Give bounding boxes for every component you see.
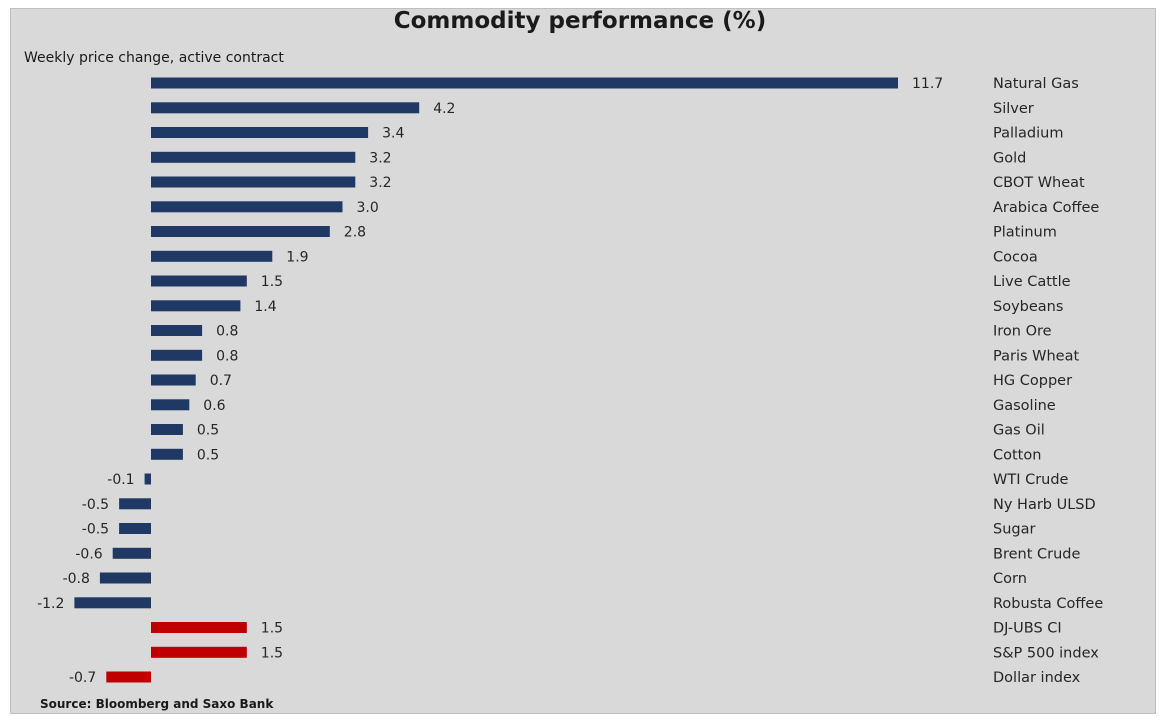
bar: [151, 77, 898, 89]
data-label: -0.6: [75, 546, 102, 562]
category-label: S&P 500 index: [993, 645, 1099, 661]
bar: [151, 424, 183, 435]
data-label: 3.4: [382, 126, 404, 142]
data-label: 1.5: [261, 621, 283, 637]
data-label: 2.8: [344, 225, 366, 241]
category-label: Paris Wheat: [993, 348, 1079, 364]
chart-frame: [10, 8, 1156, 714]
data-label: -1.2: [37, 596, 64, 612]
data-label: -0.5: [82, 497, 109, 513]
bar: [99, 572, 151, 584]
category-label: WTI Crude: [993, 472, 1069, 488]
bar: [151, 349, 203, 361]
category-label: CBOT Wheat: [993, 175, 1085, 191]
bar: [151, 622, 247, 633]
category-label: Dollar index: [993, 670, 1081, 686]
data-label: -0.1: [107, 472, 134, 488]
data-label: 0.8: [216, 348, 238, 364]
data-label: 0.5: [197, 423, 219, 439]
category-label: DJ-UBS CI: [993, 621, 1062, 637]
bar: [151, 176, 356, 188]
bar: [119, 498, 151, 510]
bar: [151, 201, 343, 213]
bar: [151, 127, 369, 138]
bar: [151, 448, 183, 460]
category-label: Cocoa: [993, 249, 1038, 265]
data-label: 1.5: [261, 274, 283, 290]
bar: [119, 523, 151, 534]
category-label: Platinum: [993, 225, 1057, 241]
category-label: Ny Harb ULSD: [993, 497, 1096, 513]
bar: [106, 671, 151, 683]
bar: [144, 473, 151, 485]
bar: [151, 399, 190, 411]
data-label: 1.4: [254, 299, 276, 315]
data-label: 3.2: [369, 175, 391, 191]
bar: [151, 226, 330, 237]
data-label: -0.7: [69, 670, 96, 686]
bar: [151, 151, 356, 163]
data-label: 1.9: [286, 249, 308, 265]
data-label: 11.7: [912, 76, 943, 92]
data-label: 0.7: [210, 373, 232, 389]
data-label: 0.8: [216, 324, 238, 340]
data-label: 4.2: [433, 101, 455, 117]
category-label: Corn: [993, 571, 1027, 587]
category-label: Arabica Coffee: [993, 200, 1099, 216]
category-label: Cotton: [993, 447, 1041, 463]
category-label: Palladium: [993, 126, 1063, 142]
bar: [112, 547, 151, 559]
bar: [151, 275, 247, 287]
category-label: HG Copper: [993, 373, 1072, 389]
source-note: Source: Bloomberg and Saxo Bank: [40, 697, 274, 711]
category-label: Live Cattle: [993, 274, 1071, 290]
category-label: Gold: [993, 150, 1026, 166]
bar: [151, 102, 420, 114]
category-label: Soybeans: [993, 299, 1063, 315]
data-label: 0.6: [203, 398, 225, 414]
bar: [151, 646, 247, 658]
data-label: -0.5: [82, 522, 109, 538]
category-label: Silver: [993, 101, 1034, 117]
category-label: Natural Gas: [993, 76, 1079, 92]
bar: [74, 597, 151, 609]
bar: [151, 300, 241, 312]
data-label: 3.0: [357, 200, 379, 216]
category-label: Gasoline: [993, 398, 1056, 414]
data-label: 3.2: [369, 150, 391, 166]
bar: [151, 374, 196, 386]
category-label: Gas Oil: [993, 423, 1045, 439]
data-label: 1.5: [261, 645, 283, 661]
chart-subtitle: Weekly price change, active contract: [24, 50, 284, 66]
data-label: 0.5: [197, 447, 219, 463]
bar: [151, 325, 203, 336]
category-label: Iron Ore: [993, 324, 1052, 340]
category-label: Robusta Coffee: [993, 596, 1103, 612]
bar: [151, 250, 273, 262]
category-label: Sugar: [993, 522, 1035, 538]
data-label: -0.8: [63, 571, 90, 587]
chart-title: Commodity performance (%): [393, 8, 767, 34]
category-label: Brent Crude: [993, 546, 1080, 562]
